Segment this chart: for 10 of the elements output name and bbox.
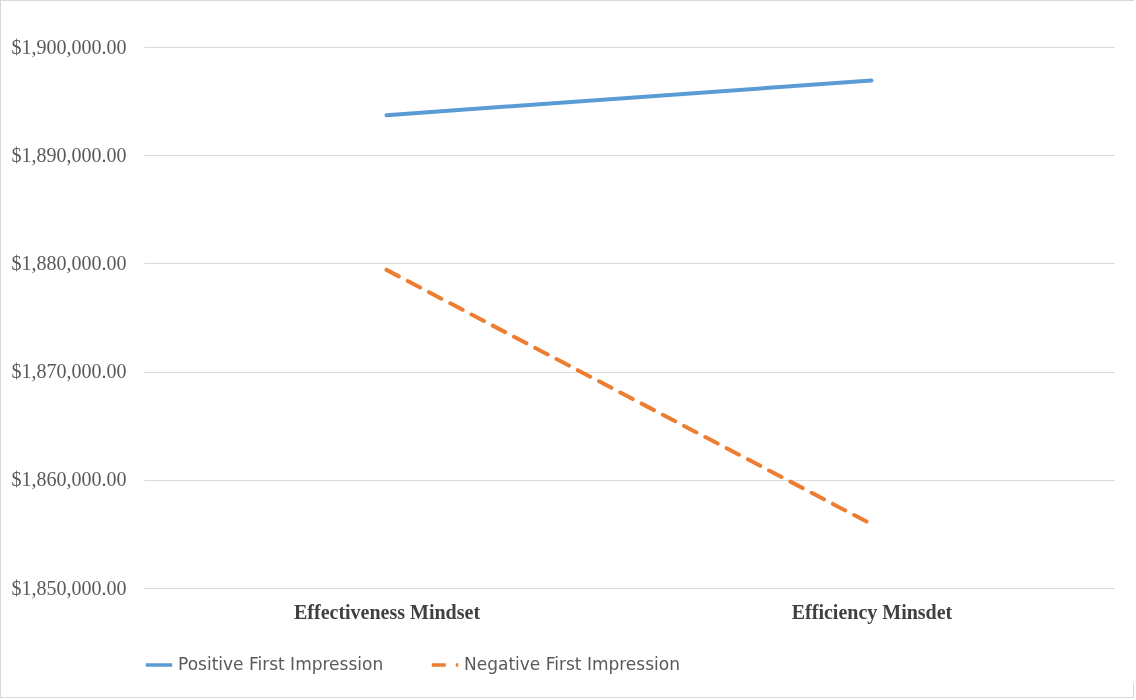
y-tick-label: $1,900,000.00: [11, 35, 127, 58]
y-tick-label: $1,860,000.00: [11, 468, 127, 491]
legend-label: Positive First Impression: [178, 654, 384, 674]
y-tick-label: $1,880,000.00: [11, 251, 127, 274]
x-tick-label: Effectiveness Mindset: [293, 600, 481, 623]
y-tick-label: $1,890,000.00: [11, 143, 127, 166]
x-tick-label: Efficiency Minsdet: [791, 600, 953, 624]
y-tick-label: $1,870,000.00: [11, 360, 127, 383]
y-tick-label: $1,850,000.00: [11, 576, 127, 599]
legend-label: Negative First Impression: [464, 654, 680, 674]
